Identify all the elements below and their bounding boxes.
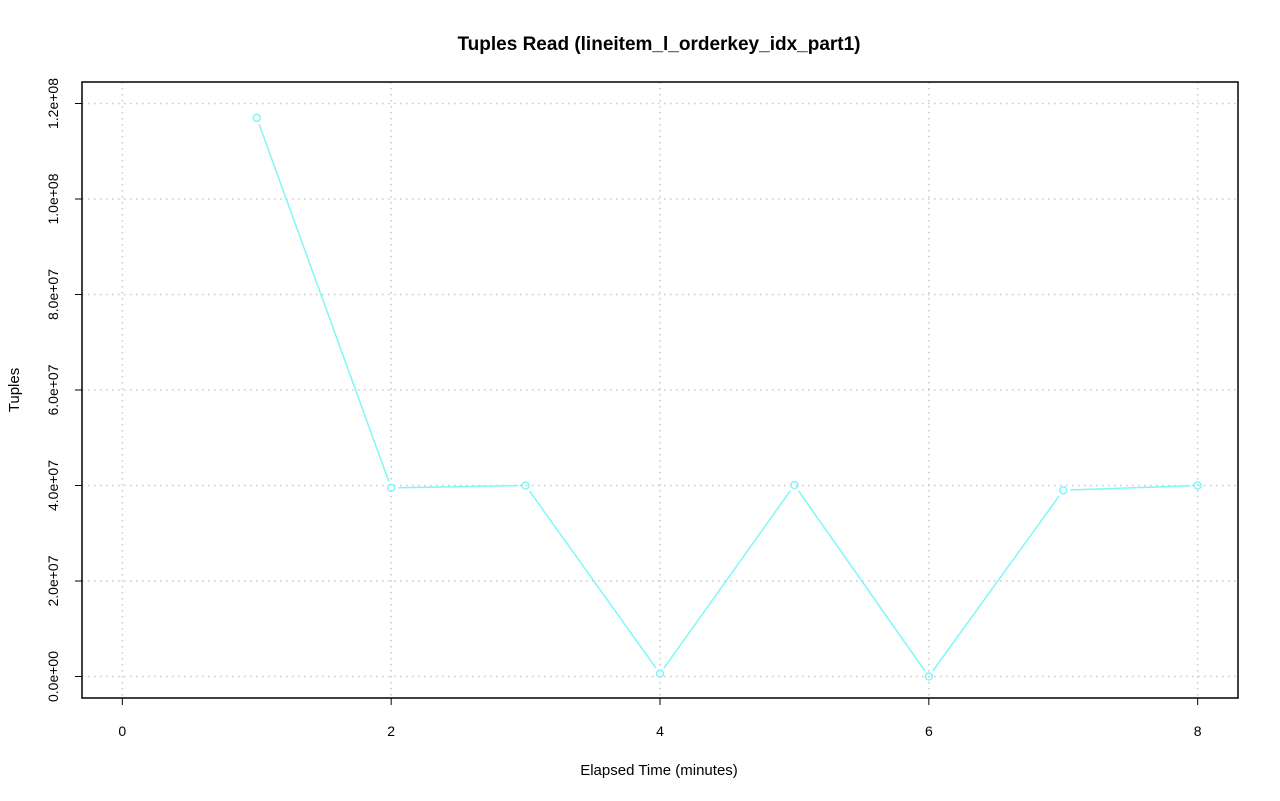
- y-tick-label: 6.0e+07: [45, 364, 61, 415]
- series-line-segment: [797, 490, 926, 672]
- data-point: [521, 481, 530, 490]
- y-axis-label: Tuples: [6, 368, 23, 412]
- data-point: [790, 480, 799, 490]
- y-tick-label: 0.0e+00: [45, 651, 61, 702]
- series-line-segment: [932, 495, 1060, 672]
- x-tick-label: 8: [1194, 723, 1202, 739]
- y-axis: 0.0e+00 2.0e+07 4.0e+07 6.0e+07 8.0e+07 1.0e+…: [45, 78, 83, 702]
- x-tick-label: 0: [118, 723, 126, 739]
- y-tick-label: 1.2e+08: [45, 78, 61, 129]
- data-point: [655, 669, 665, 678]
- x-tick-label: 6: [925, 723, 933, 739]
- chart-title: Tuples Read (lineitem_l_orderkey_idx_par…: [457, 34, 860, 55]
- y-tick-label: 4.0e+07: [45, 460, 61, 511]
- grid: [82, 82, 1238, 698]
- series-line-segment: [258, 124, 390, 482]
- data-point: [1059, 486, 1068, 495]
- x-axis: 0 2 4 6 8: [118, 697, 1202, 739]
- series-line-segment: [529, 490, 657, 669]
- y-tick-label: 1.0e+08: [45, 173, 61, 224]
- x-tick-label: 4: [656, 723, 664, 739]
- series-layer: [252, 113, 1202, 681]
- data-point: [924, 672, 934, 681]
- data-point: [252, 113, 261, 123]
- series-line-segment: [1070, 485, 1191, 491]
- series-line-segment: [663, 490, 791, 669]
- y-tick-label: 2.0e+07: [45, 555, 61, 606]
- x-axis-label: Elapsed Time (minutes): [580, 762, 738, 779]
- x-tick-label: 2: [387, 723, 395, 739]
- data-point: [1193, 481, 1202, 490]
- series-line-segment: [398, 484, 519, 489]
- plot-frame: [81, 81, 1239, 699]
- y-tick-label: 8.0e+07: [45, 269, 61, 320]
- data-point: [386, 483, 396, 493]
